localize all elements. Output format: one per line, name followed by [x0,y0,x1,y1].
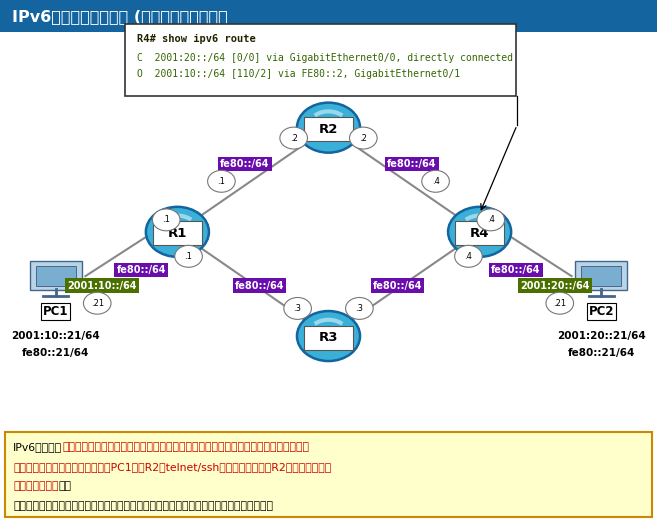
Text: .1: .1 [162,215,170,225]
Text: fe80::21/64: fe80::21/64 [568,348,635,358]
Text: IPv6の中間セグメント (動的ルーティング）: IPv6の中間セグメント (動的ルーティング） [12,9,227,23]
FancyBboxPatch shape [455,221,504,245]
FancyBboxPatch shape [5,432,652,517]
FancyBboxPatch shape [576,261,627,290]
Text: fe80::/64: fe80::/64 [373,280,422,291]
Circle shape [546,292,574,314]
Text: IPv6の場合、: IPv6の場合、 [13,442,62,452]
FancyBboxPatch shape [581,266,621,286]
FancyBboxPatch shape [36,266,76,286]
Text: 2001:10::/64: 2001:10::/64 [67,280,137,291]
Text: R4: R4 [470,227,489,240]
Text: .4: .4 [432,177,440,186]
Text: .2: .2 [290,133,298,143]
Text: fe80::/64: fe80::/64 [235,280,284,291]
Circle shape [448,207,511,257]
Circle shape [175,245,202,267]
Circle shape [297,103,360,153]
Circle shape [455,245,482,267]
Text: R1: R1 [168,227,187,240]
Text: fe80::21/64: fe80::21/64 [22,348,89,358]
Circle shape [280,127,307,149]
Text: 2001:10::21/64: 2001:10::21/64 [11,331,101,341]
Circle shape [152,209,180,231]
FancyBboxPatch shape [125,24,516,96]
Text: アドレスが必要: アドレスが必要 [13,481,58,491]
Text: 通信を行わない場合に限る。もしPC1からR2へtelnet/sshを行いたい場合はR2にもグローバル: 通信を行わない場合に限る。もしPC1からR2へtelnet/sshを行いたい場合… [13,462,331,472]
Text: R3: R3 [319,331,338,344]
Text: O  2001:10::/64 [110/2] via FE80::2, GigabitEthernet0/1: O 2001:10::/64 [110/2] via FE80::2, Giga… [137,69,460,79]
Circle shape [284,297,311,319]
Text: PC1: PC1 [43,305,68,318]
Text: C  2001:20::/64 [0/0] via GigabitEthernet0/0, directly connected: C 2001:20::/64 [0/0] via GigabitEthernet… [137,53,512,63]
Text: R2: R2 [319,123,338,135]
Text: fe80::/64: fe80::/64 [116,265,166,275]
Text: 2001:20::21/64: 2001:20::21/64 [556,331,646,341]
Text: .4: .4 [487,215,495,225]
Text: .2: .2 [359,133,367,143]
Circle shape [208,170,235,192]
Circle shape [422,170,449,192]
Text: .4: .4 [464,252,472,261]
Text: fe80::/64: fe80::/64 [491,265,541,275]
Text: 中間セグメントでのアドレス消費やルーティングテーブルの消費を抑えることができる。: 中間セグメントでのアドレス消費やルーティングテーブルの消費を抑えることができる。 [13,501,273,511]
Circle shape [83,292,111,314]
Text: .21: .21 [91,299,104,308]
Circle shape [350,127,377,149]
FancyBboxPatch shape [153,221,202,245]
Text: 2001:20::/64: 2001:20::/64 [520,280,590,291]
Text: fe80::/64: fe80::/64 [387,159,437,169]
FancyBboxPatch shape [30,261,81,290]
Text: .21: .21 [553,299,566,308]
FancyBboxPatch shape [0,0,657,32]
FancyBboxPatch shape [304,117,353,141]
Circle shape [477,209,505,231]
Text: .1: .1 [185,252,193,261]
Circle shape [146,207,209,257]
Text: PC2: PC2 [589,305,614,318]
Text: .1: .1 [217,177,225,186]
Text: .3: .3 [294,304,302,313]
Circle shape [297,311,360,361]
Circle shape [346,297,373,319]
Text: fe80::/64: fe80::/64 [220,159,270,169]
FancyBboxPatch shape [304,326,353,350]
Text: R4# show ipv6 route: R4# show ipv6 route [137,34,256,44]
Text: .3: .3 [355,304,363,313]
Text: ）。: ）。 [58,481,72,491]
Text: 中間セグメントはリンクローカルアドレスだけでも良い（ただし、セグメントを跨ぐ: 中間セグメントはリンクローカルアドレスだけでも良い（ただし、セグメントを跨ぐ [62,442,309,452]
